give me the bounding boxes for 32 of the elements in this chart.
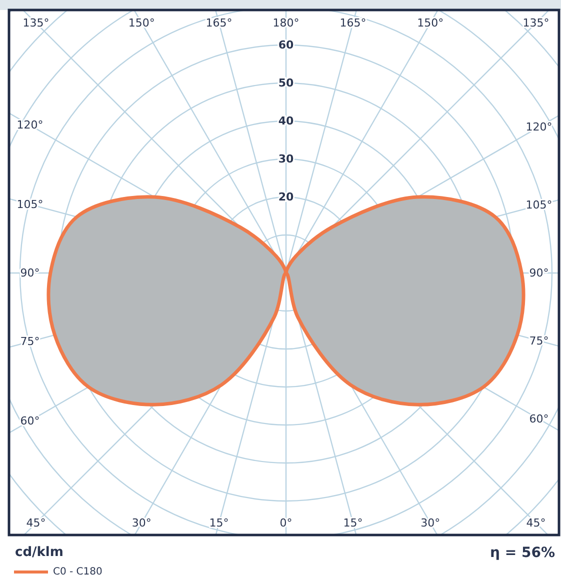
spoke-label: 105°	[16, 198, 44, 211]
spoke-label: 180°	[272, 16, 300, 30]
y-tick-label: 30	[278, 152, 294, 166]
spoke-label: 45°	[26, 516, 46, 530]
spoke-label: 30°	[132, 516, 152, 530]
spoke-label: 165°	[340, 16, 366, 30]
spoke-label: 75°	[20, 335, 40, 348]
spoke-label: 90°	[20, 266, 40, 280]
spoke-label: 60°	[20, 414, 40, 428]
legend-label: C0 - C180	[53, 566, 102, 578]
y-tick-label: 60	[278, 38, 294, 52]
spoke-label: 105°	[526, 198, 552, 212]
spoke-label: 120°	[16, 118, 44, 132]
spoke-label: 120°	[526, 120, 552, 134]
spoke-label: 150°	[128, 16, 155, 30]
spoke-label: 60°	[529, 412, 549, 426]
text: cd/klm	[15, 545, 64, 560]
spoke-label: 15°	[209, 516, 229, 530]
y-tick-label: 50	[278, 76, 294, 90]
spoke-label: 135°	[522, 16, 550, 30]
spoke-label: 45°	[526, 516, 546, 530]
y-tick-label: 40	[278, 114, 294, 128]
spoke-label: 90°	[529, 266, 549, 280]
spoke-label: 150°	[417, 16, 444, 30]
spoke-label: 165°	[206, 16, 232, 30]
text: η = 56%	[490, 545, 555, 561]
spoke-label: 135°	[22, 16, 50, 30]
spoke-label: 0°	[280, 516, 292, 530]
spoke-label: 30°	[420, 516, 440, 530]
y-tick-label: 20	[278, 190, 294, 204]
spoke-label: 75°	[529, 334, 549, 348]
spoke-label: 15°	[343, 516, 363, 530]
